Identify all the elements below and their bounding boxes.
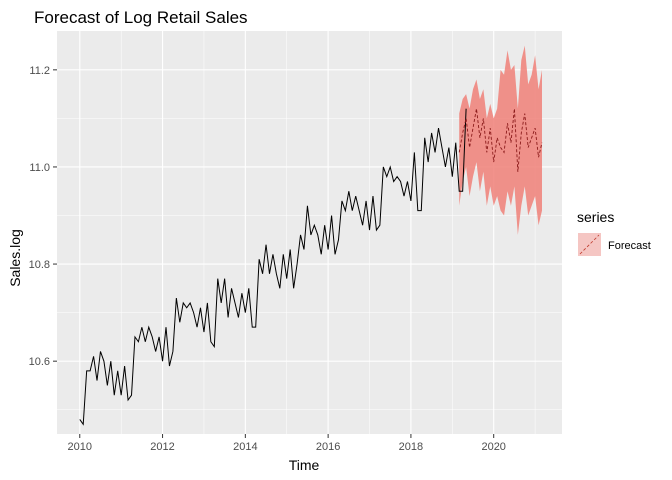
y-axis-title: Sales.log <box>7 229 23 287</box>
legend-key-line <box>579 234 600 255</box>
legend: series Forecast <box>577 209 651 256</box>
y-tick-label: 11.2 <box>29 65 50 77</box>
x-tick-label: 2014 <box>233 441 257 453</box>
y-axis: 10.6 10.8 11.0 11.2 <box>29 65 57 368</box>
series-lines <box>79 108 543 426</box>
series-line-actual <box>79 108 467 426</box>
chart-title: Forecast of Log Retail Sales <box>34 8 248 27</box>
x-tick-label: 2018 <box>399 441 423 453</box>
y-tick-label: 11.0 <box>29 162 50 174</box>
y-tick-label: 10.8 <box>29 259 50 271</box>
forecast-interval-area <box>459 45 542 235</box>
forecast-band <box>459 45 542 235</box>
legend-title: series <box>577 209 614 225</box>
x-tick-label: 2012 <box>150 441 174 453</box>
x-tick-label: 2010 <box>68 441 92 453</box>
legend-label-forecast: Forecast <box>608 240 651 252</box>
x-axis: 2010 2012 2014 2016 2018 2020 <box>68 434 506 453</box>
x-tick-label: 2020 <box>481 441 505 453</box>
x-axis-title: Time <box>289 457 320 473</box>
x-tick-label: 2016 <box>316 441 340 453</box>
series-line-forecast <box>458 108 543 172</box>
y-tick-label: 10.6 <box>29 356 50 368</box>
